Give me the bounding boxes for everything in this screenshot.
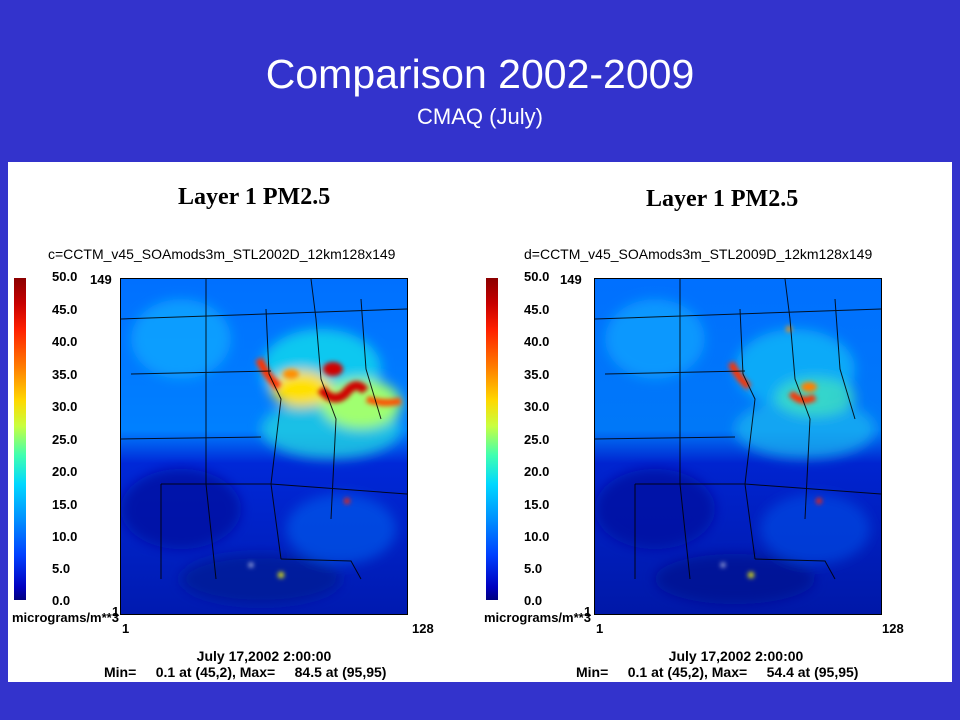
colorbar-tick: 45.0 <box>524 302 550 317</box>
colorbar-tick: 50.0 <box>524 269 550 284</box>
layer-title: Layer 1 PM2.5 <box>646 186 799 212</box>
colorbar-tick: 25.0 <box>524 432 550 447</box>
min-max-label: Min= 0.1 at (45,2), Max= 54.4 at (95,95) <box>576 664 859 680</box>
timestamp-label: July 17,2002 2:00:00 <box>668 648 804 664</box>
x-axis-right-label: 128 <box>412 621 434 636</box>
colorbar-tick: 35.0 <box>524 367 550 382</box>
colorbar-tick: 5.0 <box>524 561 543 576</box>
pm25-concentration-map <box>594 278 882 615</box>
y-axis-bottom-label: 1 <box>112 604 120 619</box>
slide-title: Comparison 2002-2009 <box>265 51 695 97</box>
colorbar-tick: 20.0 <box>52 464 78 479</box>
colorbar-tick: 30.0 <box>52 399 78 414</box>
left-pm25-panel: Layer 1 PM2.5 c=CCTM_v45_SOAmods3m_STL20… <box>8 162 480 682</box>
x-axis-right-label: 128 <box>882 621 904 636</box>
colorbar-tick: 40.0 <box>52 334 78 349</box>
colorbar-tick: 5.0 <box>52 561 71 576</box>
colorbar-tick: 0.0 <box>524 593 543 608</box>
colorbar-tick: 10.0 <box>524 529 550 544</box>
colorbar-tick: 40.0 <box>524 334 550 349</box>
run-label: d=CCTM_v45_SOAmods3m_STL2009D_12km128x14… <box>524 246 873 262</box>
pm25-concentration-map <box>120 278 408 615</box>
colorbar-tick: 15.0 <box>524 497 550 512</box>
colorbar-tick: 30.0 <box>524 399 550 414</box>
layer-title: Layer 1 PM2.5 <box>178 184 331 210</box>
colorbar <box>486 278 498 600</box>
timestamp-label: July 17,2002 2:00:00 <box>196 648 332 664</box>
min-max-label: Min= 0.1 at (45,2), Max= 84.5 at (95,95) <box>104 664 387 680</box>
colorbar-tick: 0.0 <box>52 593 71 608</box>
units-label: micrograms/m**3 <box>484 610 591 625</box>
units-label: micrograms/m**3 <box>12 610 119 625</box>
y-axis-bottom-label: 1 <box>584 604 592 619</box>
run-label: c=CCTM_v45_SOAmods3m_STL2002D_12km128x14… <box>48 246 396 262</box>
colorbar-tick: 15.0 <box>52 497 78 512</box>
colorbar-tick: 35.0 <box>52 367 78 382</box>
y-axis-top-label: 149 <box>90 272 112 287</box>
right-pm25-panel: Layer 1 PM2.5 d=CCTM_v45_SOAmods3m_STL20… <box>480 162 952 682</box>
colorbar-tick: 45.0 <box>52 302 78 317</box>
colorbar-tick: 50.0 <box>52 269 78 284</box>
colorbar-tick: 20.0 <box>524 464 550 479</box>
x-axis-left-label: 1 <box>122 621 130 636</box>
colorbar-tick: 10.0 <box>52 529 78 544</box>
slide-subtitle: CMAQ (July) <box>417 104 543 129</box>
colorbar-tick: 25.0 <box>52 432 78 447</box>
y-axis-top-label: 149 <box>560 272 582 287</box>
x-axis-left-label: 1 <box>596 621 604 636</box>
colorbar <box>14 278 26 600</box>
